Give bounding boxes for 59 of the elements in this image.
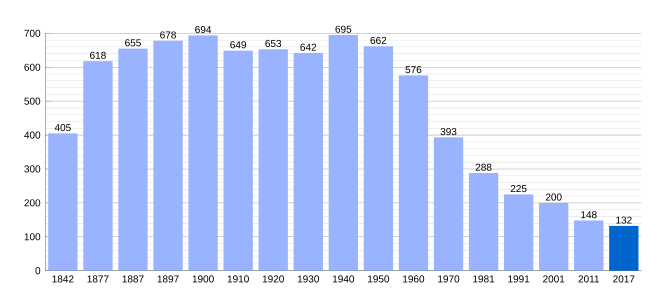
bar [609,226,638,271]
x-tick-label: 1887 [122,275,144,282]
data-label: 678 [160,31,176,39]
x-tick-label: 1877 [88,275,109,282]
y-tick-label: 200 [24,199,40,206]
bar [83,61,113,271]
data-label: 288 [476,164,492,171]
data-label: 655 [125,39,141,46]
x-tick-label: 1950 [368,275,390,282]
x-tick-label: 1940 [332,275,354,282]
y-tick-label: 300 [24,165,40,173]
bar [258,49,288,271]
x-tick-label: 1930 [298,275,319,282]
x-tick-label: 1897 [158,275,179,282]
data-label: 653 [265,40,282,48]
x-tick-label: 1900 [192,275,214,282]
x-tick-label: 1981 [473,275,494,282]
data-label: 393 [440,128,456,136]
data-label: 695 [335,26,352,33]
bar [294,53,323,271]
y-tick-label: 400 [24,132,40,139]
bar [398,75,428,271]
bar [364,46,394,271]
data-label: 618 [90,52,106,59]
bar [468,173,498,271]
bar [574,220,604,271]
x-tick-label: 1970 [438,275,460,282]
bar [48,133,78,271]
data-label: 200 [546,194,562,201]
data-label: 662 [370,36,386,44]
data-label: 642 [300,44,316,51]
x-tick-label: 2011 [578,275,600,282]
bar [188,35,218,271]
bar [328,35,358,271]
x-tick-label: 1920 [262,275,284,282]
x-tick-label: 1842 [52,275,74,282]
data-label: 694 [195,26,212,34]
y-tick-label: 500 [24,98,40,105]
bar [434,137,464,271]
bar [153,40,183,271]
bar [223,50,253,271]
bar [539,202,568,271]
y-tick-label: 700 [24,30,40,37]
y-tick-label: 600 [24,64,40,71]
y-tick-label: 100 [24,233,40,240]
y-tick-label: 0 [35,267,40,274]
data-label: 576 [406,66,422,74]
bar [504,194,534,271]
data-label: 132 [616,216,632,224]
x-tick-label: 1991 [508,275,530,282]
data-label: 225 [510,185,527,192]
x-tick-label: 2017 [613,275,634,282]
data-label: 649 [230,41,246,48]
bar [118,48,148,271]
x-tick-label: 1910 [228,275,249,282]
x-tick-label: 1960 [403,275,424,282]
data-label: 405 [54,124,71,132]
data-label: 148 [581,211,597,218]
x-tick-label: 2001 [543,275,564,282]
